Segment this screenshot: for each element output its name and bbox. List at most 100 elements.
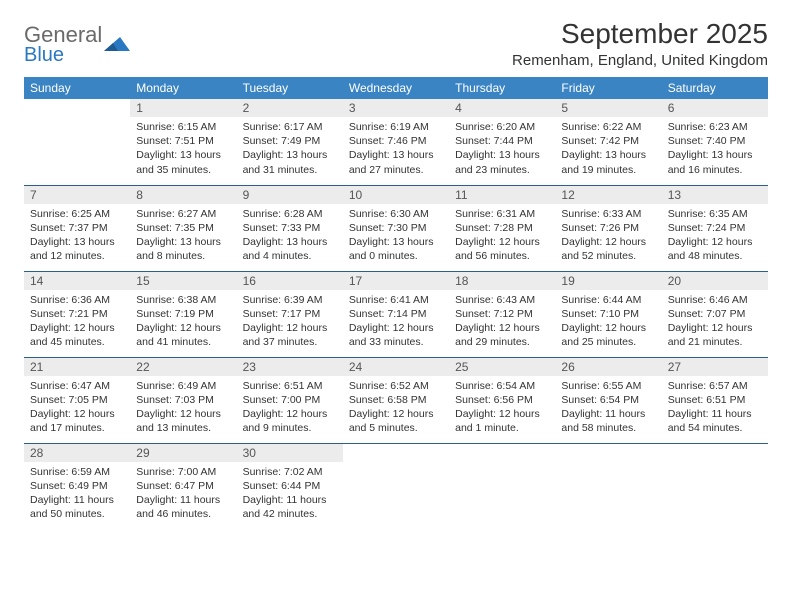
- sunset-line: Sunset: 6:49 PM: [30, 479, 124, 493]
- sunset-line: Sunset: 6:56 PM: [455, 393, 549, 407]
- sunrise-line: Sunrise: 6:59 AM: [30, 465, 124, 479]
- day-number: 9: [237, 186, 343, 204]
- calendar-day-cell: 5Sunrise: 6:22 AMSunset: 7:42 PMDaylight…: [555, 99, 661, 185]
- daylight-line: Daylight: 13 hours and 16 minutes.: [668, 148, 762, 176]
- calendar-day-cell: 4Sunrise: 6:20 AMSunset: 7:44 PMDaylight…: [449, 99, 555, 185]
- sunrise-line: Sunrise: 6:25 AM: [30, 207, 124, 221]
- day-details: Sunrise: 6:19 AMSunset: 7:46 PMDaylight:…: [343, 117, 449, 181]
- day-details: Sunrise: 6:46 AMSunset: 7:07 PMDaylight:…: [662, 290, 768, 354]
- day-number: 27: [662, 358, 768, 376]
- sunset-line: Sunset: 7:21 PM: [30, 307, 124, 321]
- calendar-day-cell: 16Sunrise: 6:39 AMSunset: 7:17 PMDayligh…: [237, 271, 343, 357]
- daylight-line: Daylight: 12 hours and 37 minutes.: [243, 321, 337, 349]
- sunrise-line: Sunrise: 6:51 AM: [243, 379, 337, 393]
- daylight-line: Daylight: 12 hours and 45 minutes.: [30, 321, 124, 349]
- day-number: 21: [24, 358, 130, 376]
- sunrise-line: Sunrise: 6:46 AM: [668, 293, 762, 307]
- calendar-day-cell: [662, 443, 768, 529]
- sunrise-line: Sunrise: 6:41 AM: [349, 293, 443, 307]
- calendar-week-row: 1Sunrise: 6:15 AMSunset: 7:51 PMDaylight…: [24, 99, 768, 185]
- calendar-day-header: Friday: [555, 77, 661, 99]
- month-title: September 2025: [512, 18, 768, 50]
- daylight-line: Daylight: 12 hours and 21 minutes.: [668, 321, 762, 349]
- daylight-line: Daylight: 13 hours and 4 minutes.: [243, 235, 337, 263]
- calendar-day-cell: 8Sunrise: 6:27 AMSunset: 7:35 PMDaylight…: [130, 185, 236, 271]
- day-number-empty: [24, 99, 130, 117]
- daylight-line: Daylight: 11 hours and 50 minutes.: [30, 493, 124, 521]
- day-details: Sunrise: 6:22 AMSunset: 7:42 PMDaylight:…: [555, 117, 661, 181]
- day-details: Sunrise: 6:27 AMSunset: 7:35 PMDaylight:…: [130, 204, 236, 268]
- sunrise-line: Sunrise: 6:52 AM: [349, 379, 443, 393]
- sunrise-line: Sunrise: 6:55 AM: [561, 379, 655, 393]
- sunset-line: Sunset: 7:03 PM: [136, 393, 230, 407]
- day-number-empty: [343, 444, 449, 462]
- daylight-line: Daylight: 11 hours and 54 minutes.: [668, 407, 762, 435]
- day-details: Sunrise: 6:17 AMSunset: 7:49 PMDaylight:…: [237, 117, 343, 181]
- sunset-line: Sunset: 7:33 PM: [243, 221, 337, 235]
- sunset-line: Sunset: 7:40 PM: [668, 134, 762, 148]
- calendar-day-cell: 1Sunrise: 6:15 AMSunset: 7:51 PMDaylight…: [130, 99, 236, 185]
- brand-triangle-icon: [104, 35, 130, 55]
- daylight-line: Daylight: 13 hours and 0 minutes.: [349, 235, 443, 263]
- calendar-day-cell: 6Sunrise: 6:23 AMSunset: 7:40 PMDaylight…: [662, 99, 768, 185]
- day-details: Sunrise: 6:38 AMSunset: 7:19 PMDaylight:…: [130, 290, 236, 354]
- sunset-line: Sunset: 7:37 PM: [30, 221, 124, 235]
- daylight-line: Daylight: 12 hours and 41 minutes.: [136, 321, 230, 349]
- sunset-line: Sunset: 6:54 PM: [561, 393, 655, 407]
- sunset-line: Sunset: 7:00 PM: [243, 393, 337, 407]
- title-block: September 2025 Remenham, England, United…: [512, 18, 768, 69]
- sunset-line: Sunset: 6:58 PM: [349, 393, 443, 407]
- calendar-day-cell: 11Sunrise: 6:31 AMSunset: 7:28 PMDayligh…: [449, 185, 555, 271]
- calendar-day-cell: 26Sunrise: 6:55 AMSunset: 6:54 PMDayligh…: [555, 357, 661, 443]
- daylight-line: Daylight: 11 hours and 58 minutes.: [561, 407, 655, 435]
- day-details: Sunrise: 6:20 AMSunset: 7:44 PMDaylight:…: [449, 117, 555, 181]
- day-details: Sunrise: 7:02 AMSunset: 6:44 PMDaylight:…: [237, 462, 343, 526]
- sunrise-line: Sunrise: 6:30 AM: [349, 207, 443, 221]
- sunrise-line: Sunrise: 6:33 AM: [561, 207, 655, 221]
- day-details: Sunrise: 6:25 AMSunset: 7:37 PMDaylight:…: [24, 204, 130, 268]
- sunset-line: Sunset: 7:42 PM: [561, 134, 655, 148]
- day-number: 12: [555, 186, 661, 204]
- daylight-line: Daylight: 12 hours and 5 minutes.: [349, 407, 443, 435]
- sunrise-line: Sunrise: 6:15 AM: [136, 120, 230, 134]
- day-details: Sunrise: 6:57 AMSunset: 6:51 PMDaylight:…: [662, 376, 768, 440]
- daylight-line: Daylight: 12 hours and 29 minutes.: [455, 321, 549, 349]
- sunset-line: Sunset: 7:24 PM: [668, 221, 762, 235]
- calendar-day-cell: 2Sunrise: 6:17 AMSunset: 7:49 PMDaylight…: [237, 99, 343, 185]
- day-details: Sunrise: 6:28 AMSunset: 7:33 PMDaylight:…: [237, 204, 343, 268]
- day-details: Sunrise: 6:36 AMSunset: 7:21 PMDaylight:…: [24, 290, 130, 354]
- sunrise-line: Sunrise: 6:20 AM: [455, 120, 549, 134]
- day-number: 3: [343, 99, 449, 117]
- brand-word2: Blue: [24, 45, 102, 65]
- daylight-line: Daylight: 13 hours and 35 minutes.: [136, 148, 230, 176]
- sunrise-line: Sunrise: 6:22 AM: [561, 120, 655, 134]
- day-details: Sunrise: 6:51 AMSunset: 7:00 PMDaylight:…: [237, 376, 343, 440]
- daylight-line: Daylight: 12 hours and 13 minutes.: [136, 407, 230, 435]
- day-number: 29: [130, 444, 236, 462]
- sunset-line: Sunset: 7:07 PM: [668, 307, 762, 321]
- calendar-day-cell: 10Sunrise: 6:30 AMSunset: 7:30 PMDayligh…: [343, 185, 449, 271]
- calendar-day-cell: [24, 99, 130, 185]
- sunrise-line: Sunrise: 6:39 AM: [243, 293, 337, 307]
- daylight-line: Daylight: 12 hours and 25 minutes.: [561, 321, 655, 349]
- sunrise-line: Sunrise: 6:35 AM: [668, 207, 762, 221]
- calendar-day-cell: [555, 443, 661, 529]
- calendar-day-cell: 14Sunrise: 6:36 AMSunset: 7:21 PMDayligh…: [24, 271, 130, 357]
- daylight-line: Daylight: 13 hours and 8 minutes.: [136, 235, 230, 263]
- day-details: Sunrise: 7:00 AMSunset: 6:47 PMDaylight:…: [130, 462, 236, 526]
- day-number: 7: [24, 186, 130, 204]
- day-number: 18: [449, 272, 555, 290]
- calendar-day-cell: 25Sunrise: 6:54 AMSunset: 6:56 PMDayligh…: [449, 357, 555, 443]
- day-number-empty: [449, 444, 555, 462]
- day-number: 8: [130, 186, 236, 204]
- day-details: Sunrise: 6:47 AMSunset: 7:05 PMDaylight:…: [24, 376, 130, 440]
- daylight-line: Daylight: 12 hours and 1 minute.: [455, 407, 549, 435]
- calendar-day-cell: 19Sunrise: 6:44 AMSunset: 7:10 PMDayligh…: [555, 271, 661, 357]
- sunset-line: Sunset: 6:44 PM: [243, 479, 337, 493]
- calendar-day-cell: 27Sunrise: 6:57 AMSunset: 6:51 PMDayligh…: [662, 357, 768, 443]
- day-number: 15: [130, 272, 236, 290]
- brand-text: General Blue: [24, 24, 102, 65]
- sunset-line: Sunset: 7:44 PM: [455, 134, 549, 148]
- day-number: 30: [237, 444, 343, 462]
- daylight-line: Daylight: 13 hours and 12 minutes.: [30, 235, 124, 263]
